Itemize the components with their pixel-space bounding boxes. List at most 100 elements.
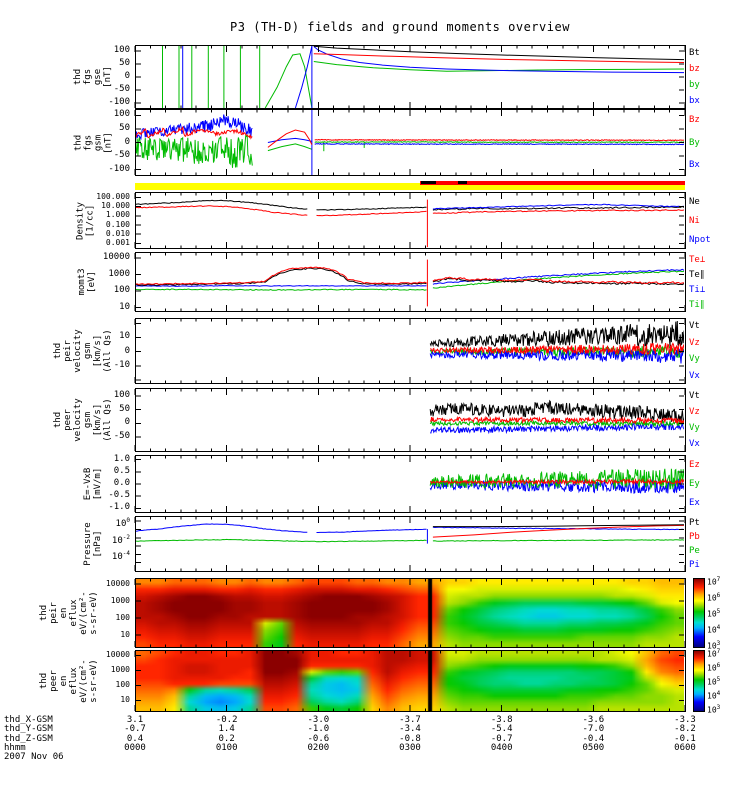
series-By bbox=[267, 143, 313, 152]
y-tick-label: -10 bbox=[113, 359, 130, 370]
legend-Vx: Vx bbox=[689, 370, 700, 381]
series-Ne bbox=[316, 206, 427, 211]
series-Ti_par bbox=[432, 270, 684, 289]
panel-ylabel: [1/cc] bbox=[85, 204, 95, 237]
panel-efield bbox=[134, 455, 686, 513]
y-tick-label: 0.5 bbox=[113, 465, 130, 476]
colorbar-spece bbox=[693, 650, 705, 712]
panel-ylabel: [nPa] bbox=[93, 530, 103, 558]
y-tick-label: 10.000 bbox=[101, 201, 130, 211]
legend-Pb: Pb bbox=[689, 532, 700, 542]
y-tick-label: 10 bbox=[119, 331, 130, 342]
y-tick-label: 10-2 bbox=[111, 533, 130, 546]
legend-Bt: Bt bbox=[689, 48, 700, 58]
y-tick-label: 1000 bbox=[108, 268, 130, 279]
footer-value: 0600 bbox=[674, 743, 696, 754]
quality-segment bbox=[421, 181, 436, 184]
legend-Te∥: Te∥ bbox=[689, 269, 705, 280]
legend-Ey: Ey bbox=[689, 479, 700, 489]
series-Ti_perp bbox=[136, 284, 427, 287]
series-Ne bbox=[432, 205, 684, 211]
footer-value: -1.0 bbox=[307, 724, 330, 735]
footer-value: 0300 bbox=[399, 743, 421, 754]
y-tick-label: 50 bbox=[119, 122, 130, 133]
y-tick-label: -50 bbox=[113, 83, 130, 94]
y-tick-label: 100 bbox=[115, 517, 130, 530]
series-Bx bbox=[136, 114, 253, 141]
y-tick-label: 0 bbox=[124, 136, 130, 147]
series-Pi bbox=[136, 523, 308, 533]
series-Pe bbox=[432, 539, 684, 542]
y-tick-label: 100 bbox=[113, 109, 130, 120]
series-Vt bbox=[429, 320, 684, 349]
y-tick-label: 0 bbox=[124, 71, 130, 81]
y-tick-label: -100 bbox=[108, 163, 130, 174]
panel-speci bbox=[134, 578, 686, 648]
legend-Pi: Pi bbox=[689, 560, 700, 570]
panel-ylabel: (All Qs) bbox=[103, 398, 113, 442]
series-Ni bbox=[136, 205, 308, 216]
y-tick-label: 10000 bbox=[102, 251, 130, 262]
series-By bbox=[136, 133, 253, 168]
footer-value: 0500 bbox=[582, 743, 605, 754]
panel-ylabel: (All Qs) bbox=[103, 329, 113, 373]
series-Bt bbox=[313, 46, 684, 61]
legend-Bx: Bx bbox=[689, 159, 700, 170]
series-Te_perp bbox=[136, 266, 427, 286]
panel-ylabel: [nT] bbox=[103, 131, 113, 154]
panel-fgs2 bbox=[134, 109, 686, 176]
y-tick-label: 1000 bbox=[110, 595, 130, 605]
y-tick-label: -50 bbox=[113, 431, 130, 442]
footer-value: -0.4 bbox=[582, 733, 605, 744]
panel-press bbox=[134, 516, 686, 572]
plot-title: P3 (TH-D) fields and ground moments over… bbox=[230, 20, 570, 34]
series-Vz bbox=[430, 342, 684, 356]
footer-value: 0100 bbox=[215, 743, 238, 754]
quality-segment bbox=[457, 181, 467, 184]
legend-bz: bz bbox=[689, 64, 700, 74]
legend-by: by bbox=[689, 80, 700, 90]
legend-Npot: Npot bbox=[689, 234, 711, 245]
y-tick-label: 1.0 bbox=[113, 453, 130, 464]
footer-row-label: thd_X-GSM bbox=[4, 715, 53, 725]
footer-value: -8.2 bbox=[674, 724, 696, 735]
y-tick-label: 100.000 bbox=[96, 192, 130, 202]
colorbar-label: 105 bbox=[707, 676, 721, 687]
series-Ey bbox=[429, 468, 684, 490]
legend-Ti⊥: Ti⊥ bbox=[689, 284, 706, 295]
footer-value: -3.4 bbox=[399, 724, 421, 735]
y-tick-label: 100 bbox=[113, 285, 130, 296]
y-tick-label: 10 bbox=[119, 301, 130, 312]
quality-flag-bar bbox=[135, 181, 685, 190]
y-tick-label: -1.0 bbox=[108, 502, 130, 513]
legend-bx: bx bbox=[689, 96, 700, 106]
footer-row-label: hhmm bbox=[4, 743, 26, 754]
y-tick-label: 100 bbox=[113, 389, 130, 400]
series-Vy bbox=[429, 343, 684, 359]
footer-value: -3.8 bbox=[490, 715, 513, 725]
legend-Vt: Vt bbox=[689, 391, 700, 401]
legend-Pe: Pe bbox=[689, 546, 700, 556]
panel-moms bbox=[134, 252, 686, 312]
colorbar-label: 105 bbox=[707, 608, 721, 619]
panel-spece bbox=[134, 650, 686, 712]
y-tick-label: 10000 bbox=[105, 650, 130, 659]
series-Ne bbox=[136, 199, 308, 210]
y-tick-label: 10-4 bbox=[111, 550, 130, 563]
colorbar-label: 103 bbox=[707, 640, 721, 651]
series-by bbox=[264, 53, 313, 108]
y-tick-label: -0.5 bbox=[108, 490, 130, 501]
series-Ni bbox=[316, 210, 427, 217]
panel-ylabel: [nT] bbox=[103, 66, 113, 88]
series-Vz bbox=[429, 415, 684, 425]
legend-Ne: Ne bbox=[689, 196, 700, 207]
legend-Vy: Vy bbox=[689, 354, 700, 365]
y-tick-label: 50 bbox=[119, 58, 130, 69]
legend-Te⊥: Te⊥ bbox=[689, 254, 706, 265]
colorbar-label: 104 bbox=[707, 624, 721, 635]
series-Pe bbox=[136, 538, 427, 543]
y-tick-label: 1000 bbox=[110, 665, 130, 674]
y-tick-label: 1.000 bbox=[105, 210, 130, 220]
footer-value: 0.2 bbox=[218, 733, 235, 744]
footer-value: -0.6 bbox=[307, 733, 330, 744]
